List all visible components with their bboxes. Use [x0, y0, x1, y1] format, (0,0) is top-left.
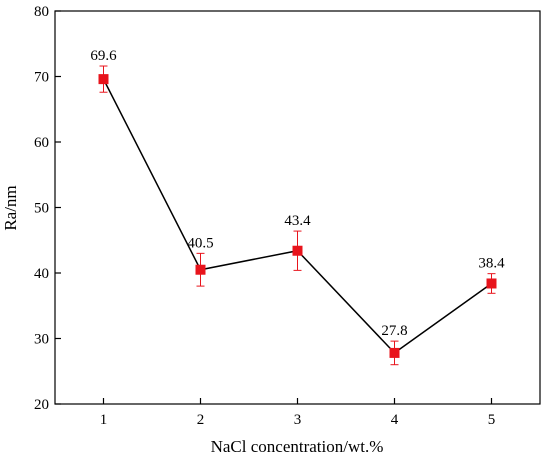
y-tick-label: 30 — [34, 332, 49, 348]
data-point-marker — [195, 264, 206, 275]
x-tick-label: 1 — [100, 412, 108, 428]
data-label: 27.8 — [381, 323, 407, 339]
plot-frame-group — [54, 10, 541, 405]
y-tick-label: 50 — [34, 201, 49, 217]
x-tick-label: 3 — [294, 412, 302, 428]
x-axis-label: NaCl concentration/wt.% — [211, 437, 384, 456]
y-tick-label: 70 — [34, 70, 49, 86]
data-label: 40.5 — [187, 235, 213, 251]
y-tick-label: 20 — [34, 397, 49, 413]
y-tick-label: 80 — [34, 4, 49, 20]
data-label: 38.4 — [478, 256, 505, 272]
plot-frame — [54, 10, 541, 405]
series-layer: 69.6 40.5 43.4 27.8 38.4 — [90, 48, 505, 366]
x-tick-label: 4 — [391, 412, 399, 428]
y-axis-label: Ra/nm — [1, 185, 20, 230]
y-tick-label: 40 — [34, 266, 49, 282]
data-point-marker — [292, 245, 303, 256]
data-label: 43.4 — [284, 213, 311, 229]
data-label: 69.6 — [90, 48, 117, 64]
y-tick-label: 60 — [34, 135, 49, 151]
y-axis-ticks: 20 30 40 50 60 70 80 — [34, 4, 61, 413]
data-point-marker — [98, 74, 109, 85]
data-point-marker — [486, 278, 497, 289]
x-tick-label: 2 — [197, 412, 205, 428]
x-axis-ticks: 1 2 3 4 5 — [100, 398, 496, 428]
data-point-marker — [389, 347, 400, 358]
x-tick-label: 5 — [488, 412, 496, 428]
